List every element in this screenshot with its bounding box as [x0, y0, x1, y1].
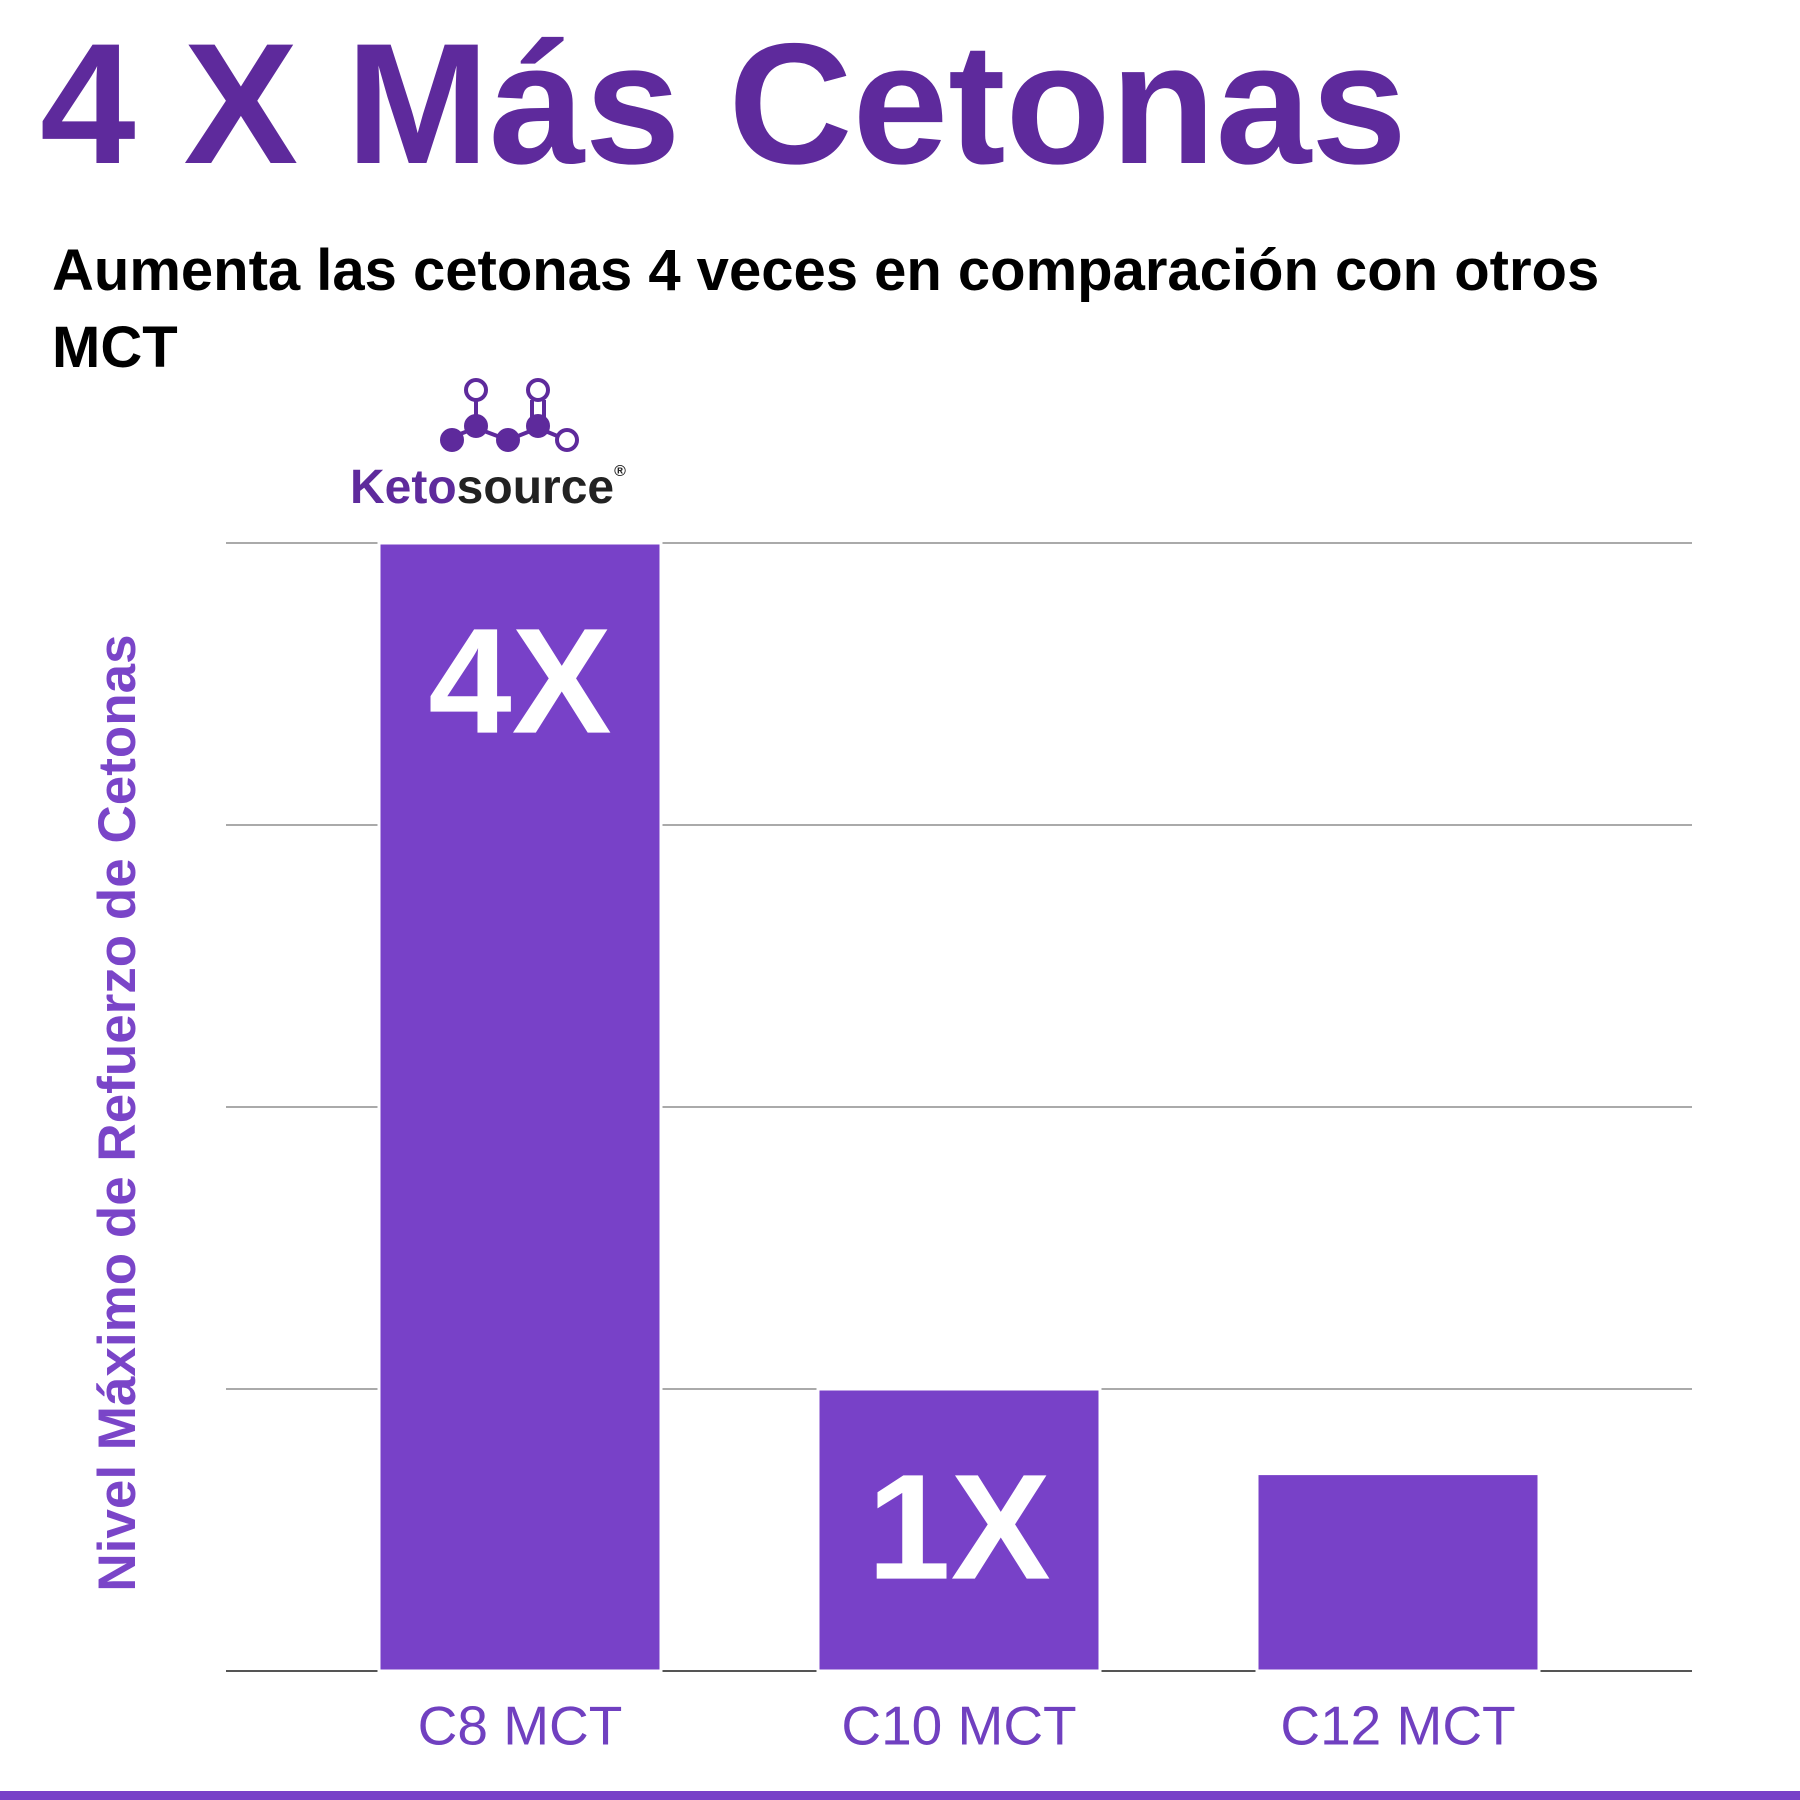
x-tick-label: C8 MCT	[418, 1695, 623, 1757]
logo-mark: ®	[614, 463, 626, 480]
bar	[1255, 1472, 1541, 1673]
chart-title: 4 X Más Cetonas	[40, 8, 1407, 200]
logo-text: Ketosource®	[350, 461, 626, 514]
bar	[377, 541, 663, 1673]
y-axis-label: Nivel Máximo de Refuerzo de Cetonas	[88, 634, 147, 1591]
bar	[816, 1387, 1102, 1673]
logo-molecule	[440, 378, 579, 452]
x-tick-label: C12 MCT	[1280, 1695, 1515, 1757]
logo-source: source	[457, 461, 614, 514]
chart-subtitle: Aumenta las cetonas 4 veces en comparaci…	[52, 238, 1600, 380]
x-tick-label: C10 MCT	[841, 1695, 1076, 1757]
logo-keto: Keto	[350, 461, 457, 514]
bottom-strip	[0, 1791, 1800, 1800]
value-label: 4X	[428, 597, 611, 765]
value-label: 1X	[867, 1443, 1050, 1611]
